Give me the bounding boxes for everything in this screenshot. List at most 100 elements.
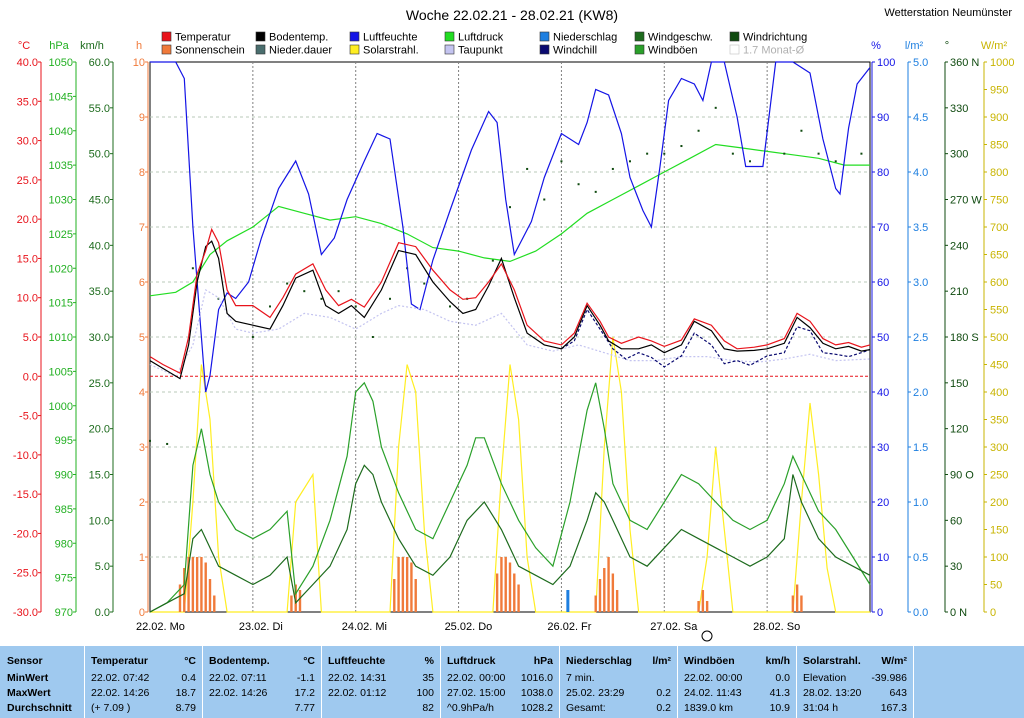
sonnenschein-bar bbox=[603, 568, 606, 612]
luftdruck-line bbox=[149, 143, 870, 297]
stats-cell-label: 22.02. 01:12 bbox=[328, 687, 387, 699]
stats-column: Temperatur °C 22.02. 07:42 0.4 22.02. 14:26 1… bbox=[85, 646, 203, 718]
solar-tick-label: 0 bbox=[990, 607, 996, 619]
stats-column-unit: °C bbox=[303, 655, 315, 667]
press-tick-label: 1005 bbox=[49, 366, 73, 378]
sonnenschein-bar bbox=[187, 557, 190, 612]
solar-tick-label: 500 bbox=[990, 332, 1008, 344]
stats-cell: 22.02. 07:11 -1.1 bbox=[209, 672, 315, 686]
stats-cell-label: 22.02. 00:00 bbox=[447, 672, 506, 684]
dir-tick-label: 120 bbox=[950, 424, 968, 436]
stats-cell: 31:04 h 167.3 bbox=[803, 702, 907, 716]
sonnenschein-bar bbox=[504, 557, 507, 612]
sun-tick-label: 9 bbox=[139, 112, 145, 124]
hum-tick-label: 70 bbox=[877, 222, 889, 234]
temp-tick-label: 30.0 bbox=[17, 136, 38, 148]
solar-tick-label: 750 bbox=[990, 195, 1008, 207]
wind-tick-label: 5.0 bbox=[95, 561, 110, 573]
stats-cell-label: Gesamt: bbox=[566, 702, 606, 714]
stats-cell: (+ 7.09 ) 8.79 bbox=[91, 702, 196, 716]
sun-tick-label: 3 bbox=[139, 442, 145, 454]
windrichtung-point bbox=[749, 160, 751, 163]
stats-cell-label: 24.02. 11:43 bbox=[684, 687, 742, 699]
hum-tick-label: 100 bbox=[877, 57, 895, 69]
wind-tick-label: 20.0 bbox=[89, 424, 110, 436]
legend-item-label: 1.7 Monat-Ø bbox=[743, 45, 805, 57]
solar-tick-label: 700 bbox=[990, 222, 1008, 234]
windben-line bbox=[149, 381, 871, 613]
windrichtung-point bbox=[491, 259, 494, 262]
stats-cell-value: 7.77 bbox=[294, 702, 315, 714]
row-label-sensor: Sensor bbox=[7, 655, 43, 667]
stats-column-header: Luftfeuchte bbox=[328, 655, 386, 667]
windrichtung-point bbox=[611, 167, 614, 170]
windrichtung-point bbox=[191, 267, 194, 270]
windrichtung-point bbox=[663, 152, 666, 155]
niederschlag-bar bbox=[566, 590, 570, 612]
hum-tick-label: 90 bbox=[877, 112, 889, 124]
wind-tick-label: 50.0 bbox=[89, 149, 110, 161]
hum-unit: % bbox=[871, 40, 881, 52]
dir-tick-label: 90 O bbox=[950, 470, 974, 482]
sonnenschein-bar bbox=[393, 579, 396, 612]
stats-cell-value: 35 bbox=[422, 672, 434, 684]
temp-tick-label: 20.0 bbox=[17, 214, 38, 226]
sonnenschein-bar bbox=[791, 595, 795, 612]
legend-swatch bbox=[729, 44, 740, 55]
legend-item-label: Sonnenschein bbox=[175, 45, 245, 57]
press-tick-label: 1035 bbox=[49, 160, 73, 172]
legend-swatch bbox=[349, 44, 360, 55]
stats-cell-value: -1.1 bbox=[296, 672, 315, 684]
x-tick-label: 22.02. Mo bbox=[136, 621, 185, 633]
sonnenschein-bar bbox=[208, 579, 212, 612]
rain-tick-label: 2.0 bbox=[913, 387, 928, 399]
stats-cell: 22.02. 01:12 100 bbox=[328, 687, 434, 701]
stats-column-header: Luftdruck bbox=[447, 655, 496, 667]
row-label-column: Sensor MinWert MaxWert Durchschnitt bbox=[0, 646, 85, 718]
windrichtung-point bbox=[337, 290, 340, 293]
press-tick-label: 990 bbox=[55, 470, 73, 482]
dir-tick-label: 210 bbox=[950, 286, 968, 298]
press-tick-label: 995 bbox=[55, 435, 73, 447]
solar-tick-label: 450 bbox=[990, 360, 1008, 372]
dir-tick-label: 60 bbox=[950, 515, 962, 527]
dir-tick-label: 360 N bbox=[950, 57, 979, 69]
stats-cell-value: 8.79 bbox=[175, 702, 196, 714]
press-tick-label: 985 bbox=[55, 504, 73, 516]
press-unit: hPa bbox=[49, 40, 69, 52]
press-tick-label: 1030 bbox=[49, 195, 73, 207]
windrichtung-point bbox=[560, 160, 563, 163]
temp-unit: °C bbox=[18, 40, 30, 52]
stats-column-header: Windböen bbox=[684, 655, 735, 667]
windrichtung-point bbox=[697, 129, 700, 132]
dir-tick-label: 270 W bbox=[950, 195, 982, 207]
hum-tick-label: 60 bbox=[877, 277, 889, 289]
sonnenschein-bar bbox=[611, 573, 615, 612]
dir-unit: ° bbox=[945, 40, 949, 52]
stats-cell-label: (+ 7.09 ) bbox=[91, 702, 131, 714]
sonnenschein-bar bbox=[800, 595, 803, 612]
rain-tick-label: 1.0 bbox=[913, 497, 928, 509]
temp-tick-label: 10.0 bbox=[17, 293, 38, 305]
stats-cell-value: 0.2 bbox=[656, 687, 671, 699]
legend-swatch bbox=[255, 31, 266, 42]
solar-tick-label: 800 bbox=[990, 167, 1008, 179]
legend-item-label: Bodentemp. bbox=[269, 32, 328, 44]
chart-title: Woche 22.02.21 - 28.02.21 (KW8) bbox=[406, 7, 618, 23]
legend-item-label: Niederschlag bbox=[553, 32, 617, 44]
stats-column-unit: km/h bbox=[765, 655, 790, 667]
stats-cell-value: 10.9 bbox=[769, 702, 790, 714]
stats-cell: 22.02. 07:42 0.4 bbox=[91, 672, 196, 686]
stats-column-header: Temperatur bbox=[91, 655, 148, 667]
windrichtung-point bbox=[166, 442, 169, 445]
temp-tick-label: -5.0 bbox=[19, 411, 38, 423]
stats-cell: ^0.9hPa/h 1028.2 bbox=[447, 702, 553, 716]
stats-cell-label: Elevation bbox=[803, 672, 847, 684]
stats-cell-label: 25.02. 23:29 bbox=[566, 687, 625, 699]
sonnenschein-bar bbox=[697, 601, 700, 612]
temp-tick-label: -25.0 bbox=[13, 568, 38, 580]
windrichtung-point bbox=[303, 290, 306, 293]
stats-cell-label: 31:04 h bbox=[803, 702, 839, 714]
stats-cell: Elevation -39.986 bbox=[803, 672, 907, 686]
wind-tick-label: 15.0 bbox=[89, 470, 110, 482]
